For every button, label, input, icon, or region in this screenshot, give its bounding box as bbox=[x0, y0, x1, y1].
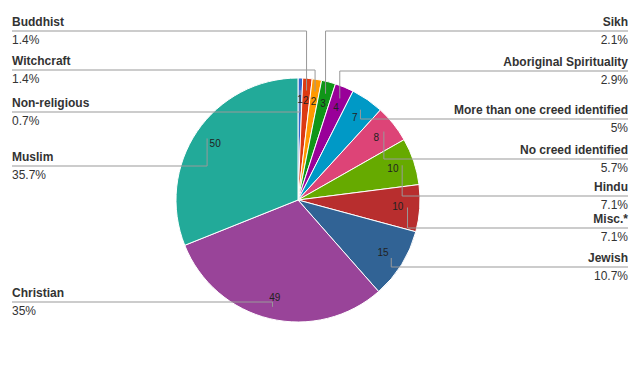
svg-text:Hindu: Hindu bbox=[594, 180, 628, 194]
svg-text:4: 4 bbox=[333, 102, 339, 113]
svg-text:10: 10 bbox=[392, 201, 404, 212]
svg-text:Non-religious: Non-religious bbox=[12, 96, 90, 110]
svg-text:49: 49 bbox=[269, 292, 281, 303]
svg-text:2: 2 bbox=[303, 95, 309, 106]
svg-text:More than one creed identified: More than one creed identified bbox=[454, 103, 628, 117]
svg-text:5.7%: 5.7% bbox=[601, 161, 629, 175]
svg-text:7.1%: 7.1% bbox=[601, 230, 629, 244]
svg-text:10: 10 bbox=[387, 163, 399, 174]
svg-text:7: 7 bbox=[352, 112, 358, 123]
svg-text:Christian: Christian bbox=[12, 286, 64, 300]
svg-text:0.7%: 0.7% bbox=[12, 114, 40, 128]
svg-text:Muslim: Muslim bbox=[12, 150, 53, 164]
svg-text:Misc.*: Misc.* bbox=[593, 212, 628, 226]
svg-text:2.1%: 2.1% bbox=[601, 33, 629, 47]
svg-text:35.7%: 35.7% bbox=[12, 168, 46, 182]
svg-text:Aboriginal Spirituality: Aboriginal Spirituality bbox=[503, 55, 628, 69]
svg-text:1: 1 bbox=[297, 94, 303, 106]
svg-text:10.7%: 10.7% bbox=[594, 269, 628, 283]
svg-text:15: 15 bbox=[377, 247, 389, 258]
svg-text:2: 2 bbox=[311, 96, 317, 107]
svg-text:3: 3 bbox=[320, 98, 326, 109]
svg-text:2.9%: 2.9% bbox=[601, 73, 629, 87]
svg-text:Jewish: Jewish bbox=[588, 251, 628, 265]
svg-text:50: 50 bbox=[210, 138, 222, 149]
svg-text:1.4%: 1.4% bbox=[12, 33, 40, 47]
svg-text:Witchcraft: Witchcraft bbox=[12, 54, 71, 68]
svg-text:Buddhist: Buddhist bbox=[12, 15, 64, 29]
svg-text:1.4%: 1.4% bbox=[12, 72, 40, 86]
svg-text:No creed identified: No creed identified bbox=[520, 143, 628, 157]
svg-text:7.1%: 7.1% bbox=[601, 198, 629, 212]
svg-text:Sikh: Sikh bbox=[603, 15, 628, 29]
svg-text:5%: 5% bbox=[611, 121, 629, 135]
svg-text:8: 8 bbox=[373, 132, 379, 143]
svg-text:35%: 35% bbox=[12, 304, 36, 318]
